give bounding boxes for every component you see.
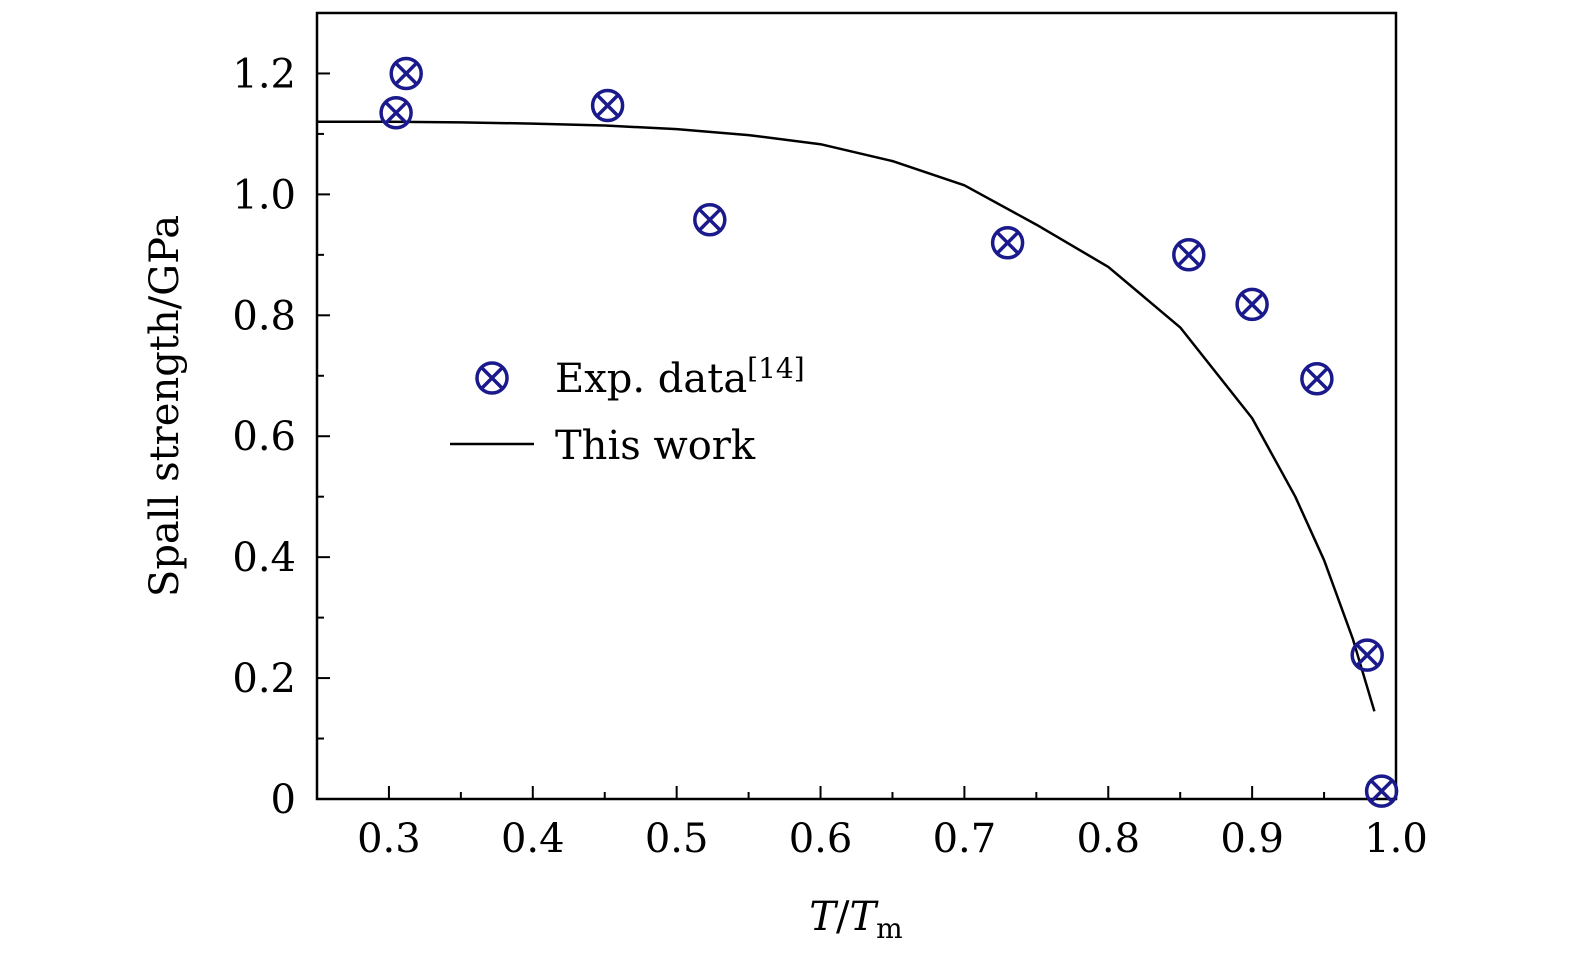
y-tick-label: 1.2 [232,51,296,97]
x-axis-ticks: 0.3 0.4 0.5 0.6 0.7 0.8 0.9 1.0 [316,786,1428,862]
x-axis-title-denom: T [849,894,879,940]
x-axis-title-sub: m [876,912,903,945]
x-tick-label: 0.4 [501,816,565,862]
data-point-exp [1172,238,1206,272]
x-tick-label: 0.6 [789,816,853,862]
y-axis-title: Spall strength/GPa [142,215,188,597]
y-tick-label: 0.2 [232,656,296,702]
data-point-cross-b [1305,366,1329,391]
legend-label-exp: Exp. data[14] [555,352,805,402]
data-point-cross-b [1355,643,1380,667]
data-point-ring [1235,287,1269,322]
x-axis-title: T/Tm [809,894,902,945]
y-tick-label: 0.8 [232,293,296,339]
data-point-exp [379,96,413,130]
x-tick-label: 0.5 [645,816,709,862]
legend-label-exp-sup: [14] [747,352,804,385]
x-axis-title-main: T [809,894,839,940]
data-point-exp [1300,362,1334,396]
x-tick-label: 0.9 [1220,816,1284,862]
data-point-ring [693,203,727,237]
data-point-exp [590,88,625,123]
x-tick-label: 0.3 [357,816,421,862]
legend-label-exp-main: Exp. data [555,356,747,402]
data-point-ring [379,96,413,130]
data-point-cross-b [1240,292,1264,317]
data-point-exp [1235,287,1269,322]
data-point-exp [990,226,1025,260]
data-point-exp [1350,638,1384,672]
data-point-cross-b [1176,242,1201,267]
legend-label-line: This work [555,423,756,469]
plot-frame [315,11,1398,801]
x-axis-title-sep: / [836,894,850,940]
data-point-cross-b [995,230,1020,255]
legend: Exp. data[14] This work [450,352,805,469]
data-point-cross-b [1369,779,1394,803]
y-tick-label: 0.4 [232,535,296,581]
data-point-exp [693,203,727,237]
x-tick-label: 0.8 [1076,816,1140,862]
data-point-ring [1350,638,1384,672]
data-point-ring [389,56,423,91]
data-point-ring [1172,238,1206,272]
data-point-ring [1364,774,1399,808]
y-tick-label: 0.6 [232,414,296,460]
x-tick-label: 1.0 [1364,816,1428,862]
data-point-cross-b [394,61,419,86]
data-point-cross-b [384,100,408,125]
series-line-this-work [317,120,1376,712]
legend-marker-exp [475,361,509,395]
data-point-cross-b [697,207,722,232]
series-layer [317,56,1399,808]
x-tick-label: 0.7 [933,816,997,862]
y-tick-label: 0 [271,777,296,823]
data-point-ring [1300,362,1334,396]
data-point-exp [1364,774,1399,808]
y-tick-label: 1.0 [232,172,296,218]
data-point-cross-b [595,93,620,118]
data-point-ring [990,226,1025,260]
data-point-exp [389,56,423,91]
y-axis-ticks: 0 0.2 0.4 0.6 0.8 1.0 1.2 [232,12,330,823]
data-point-ring [590,88,625,123]
